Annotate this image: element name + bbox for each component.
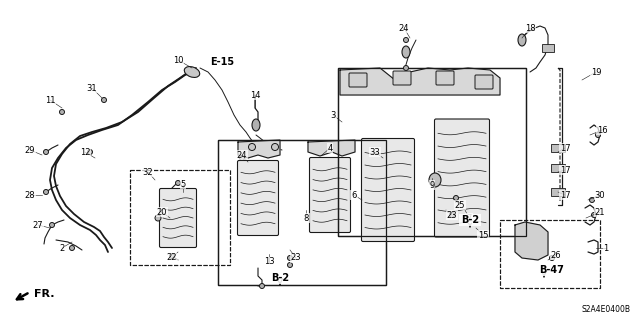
FancyBboxPatch shape — [349, 73, 367, 87]
Text: B-2: B-2 — [461, 215, 479, 225]
Bar — [551, 164, 565, 172]
Text: 18: 18 — [525, 23, 535, 33]
Ellipse shape — [429, 173, 441, 187]
FancyBboxPatch shape — [237, 161, 278, 236]
Text: 6: 6 — [351, 190, 356, 199]
Circle shape — [44, 189, 49, 195]
Circle shape — [403, 37, 408, 43]
Text: 23: 23 — [447, 211, 458, 220]
Circle shape — [175, 180, 180, 186]
Text: 4: 4 — [328, 143, 333, 153]
Circle shape — [591, 212, 596, 218]
Text: 2: 2 — [60, 244, 65, 252]
Text: 17: 17 — [560, 190, 570, 199]
Circle shape — [248, 143, 255, 150]
Circle shape — [88, 149, 93, 155]
Circle shape — [259, 284, 264, 289]
Circle shape — [155, 215, 161, 221]
Ellipse shape — [252, 119, 260, 131]
Circle shape — [102, 98, 106, 102]
Bar — [551, 144, 565, 152]
Circle shape — [454, 196, 458, 201]
Circle shape — [550, 255, 554, 260]
Bar — [218, 140, 386, 285]
Circle shape — [44, 149, 49, 155]
FancyBboxPatch shape — [475, 75, 493, 89]
Bar — [130, 170, 230, 265]
Text: 9: 9 — [429, 180, 435, 189]
Text: 26: 26 — [550, 251, 561, 260]
Text: 23: 23 — [291, 253, 301, 262]
Text: 32: 32 — [143, 167, 154, 177]
Text: 33: 33 — [370, 148, 380, 156]
Text: FR.: FR. — [34, 289, 54, 299]
Text: 22: 22 — [167, 253, 177, 262]
Text: S2A4E0400B: S2A4E0400B — [581, 305, 630, 314]
FancyBboxPatch shape — [393, 71, 411, 85]
Circle shape — [595, 132, 600, 138]
Text: 14: 14 — [250, 91, 260, 100]
Bar — [500, 220, 600, 288]
Text: 19: 19 — [591, 68, 601, 76]
Circle shape — [403, 66, 408, 70]
Text: 31: 31 — [86, 84, 97, 92]
Bar — [218, 140, 386, 285]
Bar — [500, 220, 600, 288]
FancyBboxPatch shape — [362, 139, 415, 242]
Text: B-2: B-2 — [271, 273, 289, 283]
Polygon shape — [238, 140, 280, 158]
Text: B-47: B-47 — [540, 265, 564, 275]
Circle shape — [287, 262, 292, 268]
Text: 20: 20 — [157, 207, 167, 217]
FancyBboxPatch shape — [310, 157, 351, 233]
Text: 13: 13 — [264, 258, 275, 267]
Ellipse shape — [184, 67, 200, 77]
Circle shape — [239, 156, 244, 161]
Text: 25: 25 — [455, 201, 465, 210]
FancyBboxPatch shape — [435, 119, 490, 237]
Circle shape — [49, 222, 54, 228]
Bar — [338, 68, 526, 236]
FancyBboxPatch shape — [159, 188, 196, 247]
Polygon shape — [340, 68, 500, 95]
Text: E-15: E-15 — [210, 57, 234, 67]
Text: 8: 8 — [303, 213, 308, 222]
Bar — [338, 68, 526, 236]
Circle shape — [70, 245, 74, 251]
Text: 29: 29 — [25, 146, 35, 155]
Text: 24: 24 — [399, 23, 409, 33]
Circle shape — [60, 109, 65, 115]
Text: 1: 1 — [604, 244, 609, 252]
Text: 10: 10 — [173, 55, 183, 65]
Text: 17: 17 — [560, 143, 570, 153]
Text: 7: 7 — [467, 213, 472, 222]
Text: 21: 21 — [595, 207, 605, 217]
Text: 12: 12 — [80, 148, 90, 156]
Text: 11: 11 — [45, 95, 55, 105]
Circle shape — [589, 197, 595, 203]
Text: 5: 5 — [180, 180, 186, 188]
Ellipse shape — [518, 34, 526, 46]
Circle shape — [170, 253, 175, 259]
Polygon shape — [308, 140, 355, 156]
Text: 3: 3 — [330, 110, 336, 119]
Ellipse shape — [402, 46, 410, 58]
Circle shape — [449, 212, 454, 218]
Bar — [551, 188, 565, 196]
Bar — [130, 170, 230, 265]
Text: 24: 24 — [237, 150, 247, 159]
Text: 27: 27 — [33, 220, 44, 229]
Circle shape — [271, 143, 278, 150]
Text: 16: 16 — [596, 125, 607, 134]
Circle shape — [287, 255, 292, 260]
Text: 28: 28 — [25, 190, 35, 199]
Text: 17: 17 — [560, 165, 570, 174]
Bar — [542, 44, 554, 52]
Text: 30: 30 — [595, 190, 605, 199]
FancyBboxPatch shape — [436, 71, 454, 85]
Text: 15: 15 — [477, 230, 488, 239]
Polygon shape — [515, 222, 548, 260]
